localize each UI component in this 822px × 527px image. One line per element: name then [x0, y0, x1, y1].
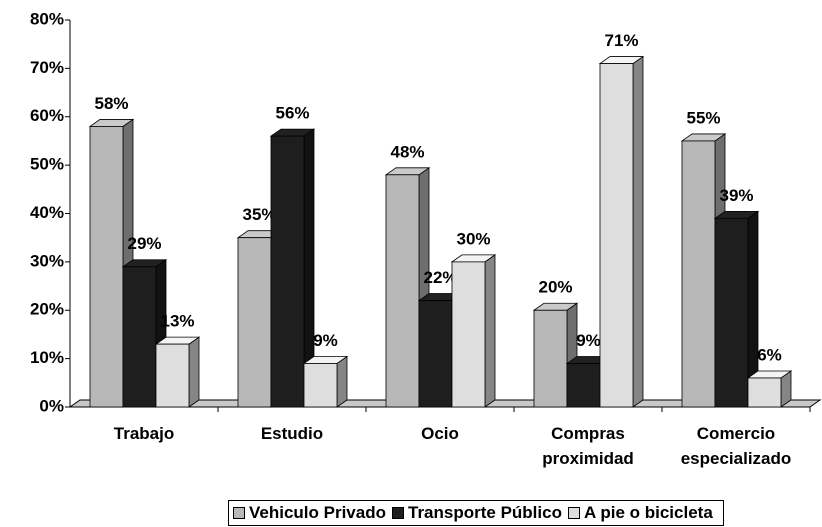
- value-label: 29%: [127, 234, 161, 253]
- legend-swatch: [567, 507, 580, 519]
- bar: [566, 363, 601, 408]
- y-tick-label: 60%: [30, 106, 64, 125]
- value-label: 48%: [390, 142, 424, 161]
- x-tick-label: Compras proximidad: [542, 424, 634, 468]
- value-label: 6%: [757, 345, 782, 364]
- bar-side: [336, 355, 348, 408]
- bar: [237, 237, 272, 408]
- legend-label: Vehiculo Privado: [249, 503, 386, 522]
- bar-side: [484, 254, 496, 408]
- x-tick-label: Ocio: [421, 424, 459, 443]
- bar: [451, 261, 486, 408]
- value-label: 71%: [604, 31, 638, 50]
- y-tick-label: 80%: [30, 9, 64, 28]
- bar: [270, 135, 305, 408]
- y-tick-label: 30%: [30, 251, 64, 270]
- x-tick-label: Comercio especializado: [680, 424, 792, 468]
- value-label: 22%: [423, 268, 457, 287]
- legend-item: Vehiculo Privado: [233, 503, 386, 523]
- legend-item: A pie o bicicleta: [567, 503, 713, 523]
- bar-side: [632, 55, 644, 408]
- legend: Vehiculo Privado Transporte Público A pie …: [228, 500, 724, 526]
- legend-swatch: [233, 507, 245, 519]
- value-label: 9%: [313, 331, 338, 350]
- bar: [89, 126, 124, 408]
- bar: [599, 63, 634, 408]
- y-tick-label: 0%: [39, 396, 64, 415]
- x-tick-label: Trabajo: [113, 424, 175, 443]
- legend-label: Transporte Público: [408, 503, 562, 522]
- bar: [681, 140, 716, 408]
- value-label: 30%: [456, 229, 490, 248]
- value-label: 20%: [538, 278, 572, 297]
- bar: [747, 377, 782, 408]
- bar: [155, 343, 190, 408]
- y-tick-label: 70%: [30, 58, 64, 77]
- y-tick-label: 10%: [30, 348, 64, 367]
- value-label: 55%: [686, 108, 720, 127]
- y-tick-label: 50%: [30, 155, 64, 174]
- value-label: 35%: [242, 205, 276, 224]
- bar: [385, 174, 420, 408]
- x-tick-label: Estudio: [260, 424, 324, 443]
- bar: [418, 300, 453, 408]
- legend-swatch: [392, 507, 404, 519]
- value-label: 9%: [576, 331, 601, 350]
- bar: [303, 363, 338, 408]
- value-label: 13%: [160, 312, 194, 331]
- bar: [533, 309, 568, 408]
- bar: [122, 266, 157, 408]
- y-tick-label: 40%: [30, 203, 64, 222]
- bar: [714, 217, 749, 408]
- bar-side: [188, 336, 200, 408]
- legend-item: Transporte Público: [392, 503, 562, 523]
- value-label: 58%: [94, 94, 128, 113]
- value-label: 39%: [719, 186, 753, 205]
- y-tick-label: 20%: [30, 300, 64, 319]
- legend-label: A pie o bicicleta: [583, 503, 713, 522]
- value-label: 56%: [275, 104, 309, 123]
